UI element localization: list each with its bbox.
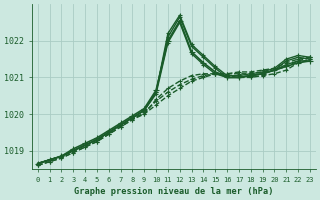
X-axis label: Graphe pression niveau de la mer (hPa): Graphe pression niveau de la mer (hPa) bbox=[74, 187, 274, 196]
